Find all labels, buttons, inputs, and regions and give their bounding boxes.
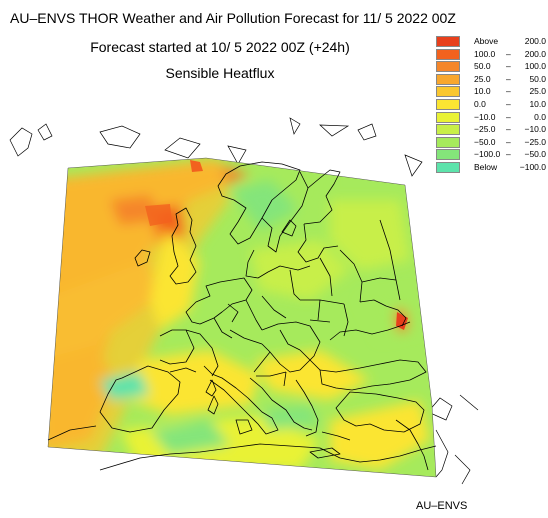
outside-coastlines: [9, 117, 479, 485]
legend-high: 50.0: [529, 73, 546, 84]
legend-row: 10.0 – 25.0: [436, 86, 546, 98]
legend-high: 0.0: [534, 111, 546, 122]
legend-separator: –: [506, 111, 511, 122]
legend-swatch: [436, 111, 460, 123]
legend-row: Above 200.0: [436, 36, 546, 47]
legend-separator: –: [506, 136, 511, 147]
legend-swatch: [436, 162, 460, 173]
legend-swatch: [436, 48, 460, 60]
heatflux-map: [9, 117, 479, 485]
legend-separator: –: [506, 61, 511, 72]
legend-high: −25.0: [524, 136, 546, 147]
legend-row: 100.0– 200.0: [436, 48, 546, 60]
legend-row: 25.0 – 50.0: [436, 73, 546, 85]
legend-row: Below −100.0: [436, 162, 546, 173]
legend-low: 25.0: [474, 73, 491, 84]
legend-row: 0.0 – 10.0: [436, 99, 546, 110]
legend-high: 10.0: [529, 99, 546, 109]
legend-swatch: [436, 124, 460, 136]
legend-separator: –: [506, 48, 511, 59]
legend-low: −25.0: [474, 124, 496, 135]
legend-swatch: [436, 73, 460, 85]
legend-separator: –: [506, 73, 511, 84]
footer-label: AU–ENVS: [416, 500, 468, 512]
legend-swatch: [436, 61, 460, 73]
heatflux-field: [48, 158, 436, 477]
legend-row: −50.0– −25.0: [436, 136, 546, 148]
legend-high: −50.0: [524, 149, 546, 160]
legend-low: 100.0: [474, 48, 496, 59]
legend-low: Below: [474, 162, 498, 172]
legend-separator: –: [506, 86, 511, 97]
legend-low: 50.0: [474, 61, 491, 72]
legend-row: 50.0 – 100.0: [436, 61, 546, 73]
legend-separator: –: [506, 149, 511, 160]
legend-separator: –: [506, 124, 511, 135]
coastlines-and-borders: [47, 161, 437, 471]
legend-swatch: [436, 86, 460, 98]
legend-low: −100.0: [474, 149, 501, 160]
legend-low: Above: [474, 36, 499, 46]
legend-swatch: [436, 149, 460, 161]
legend-high: 25.0: [529, 86, 546, 97]
legend-swatch: [436, 36, 460, 47]
legend-low: −50.0: [474, 136, 496, 147]
legend-high: −10.0: [524, 124, 546, 135]
legend-high: 100.0: [524, 61, 546, 72]
legend-swatch: [436, 136, 460, 148]
legend-high: 200.0: [524, 36, 546, 46]
field-name: Sensible Heatflux: [165, 65, 275, 81]
legend-low: 0.0: [474, 99, 486, 109]
legend-row: −100.0– −50.0: [436, 149, 546, 161]
legend-low: 10.0: [474, 86, 491, 97]
legend-row: −25.0– −10.0: [436, 124, 546, 136]
map-title: AU–ENVS THOR Weather and Air Pollution F…: [10, 10, 456, 26]
legend-high: −100.0: [519, 162, 546, 172]
legend-swatch: [436, 99, 460, 110]
legend-low: −10.0: [474, 111, 496, 122]
forecast-start: Forecast started at 10/ 5 2022 00Z (+24h…: [90, 39, 350, 55]
legend-row: −10.0– 0.0: [436, 111, 546, 123]
legend-separator: –: [506, 99, 511, 109]
model-domain-border: [47, 157, 437, 478]
legend-high: 200.0: [524, 48, 546, 59]
